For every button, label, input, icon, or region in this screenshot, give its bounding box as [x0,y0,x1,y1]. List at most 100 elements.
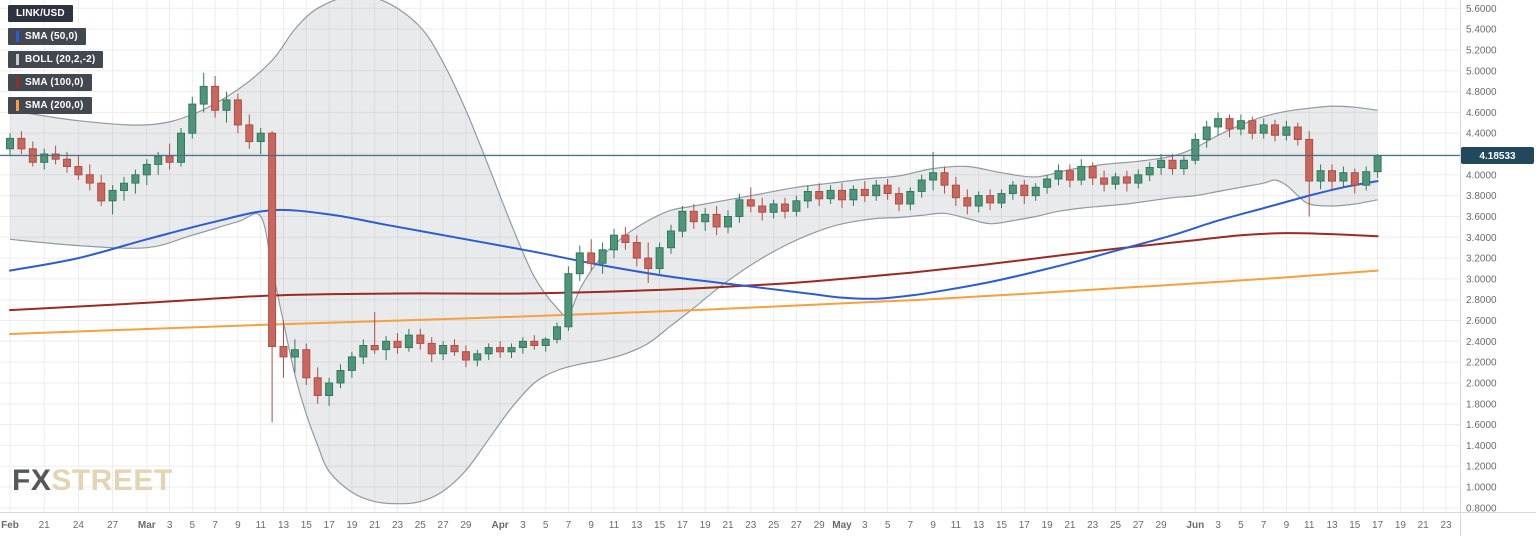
time-tick-label: 27 [107,520,119,531]
indicator-badge-sma200[interactable]: SMA (200,0) [8,97,92,114]
time-tick-label: 27 [1133,520,1145,531]
price-tick-label: 3.0000 [1466,274,1497,285]
price-tick-label: 5.4000 [1466,25,1497,36]
time-tick-label: 13 [278,520,290,531]
time-tick-label: 27 [438,520,450,531]
indicator-label: SMA (100,0) [25,77,84,88]
time-tick-label: Jun [1186,520,1204,531]
time-tick-label: 5 [1238,520,1244,531]
time-tick-label: Apr [491,520,508,531]
time-tick-label: 19 [700,520,712,531]
time-tick-label: 19 [1395,520,1407,531]
time-tick-label: 19 [346,520,358,531]
price-tick-label: 2.6000 [1466,316,1497,327]
price-tick-label: 2.4000 [1466,337,1497,348]
time-tick-label: 17 [324,520,336,531]
time-tick-label: 25 [768,520,780,531]
time-tick-label: 13 [631,520,643,531]
symbol-badge[interactable]: LINK/USD [8,5,73,22]
time-tick-label: 23 [745,520,757,531]
time-tick-label: 5 [543,520,549,531]
price-tick-label: 5.6000 [1466,4,1497,15]
time-tick-label: 5 [190,520,196,531]
last-price-badge: 4.18533 [1461,147,1534,164]
price-tick-label: 3.4000 [1466,233,1497,244]
time-tick-label: 9 [588,520,594,531]
symbol-label: LINK/USD [16,8,65,19]
time-tick-label: 21 [722,520,734,531]
time-tick-label: 27 [791,520,803,531]
indicator-badge-boll[interactable]: BOLL (20,2,-2) [8,51,104,68]
fxstreet-watermark: FXSTREET [12,466,173,496]
time-tick-label: 23 [1440,520,1452,531]
price-tick-label: 4.0000 [1466,170,1497,181]
sma100-color-marker [16,77,19,88]
time-tick-label: 3 [1215,520,1221,531]
indicator-badge-sma100[interactable]: SMA (100,0) [8,74,92,91]
indicator-badge-sma50[interactable]: SMA (50,0) [8,28,86,45]
price-tick-label: 1.0000 [1466,483,1497,494]
plot-area[interactable] [0,0,1460,505]
sma200-color-marker [16,100,19,111]
price-tick-label: 3.8000 [1466,191,1497,202]
time-tick-label: 15 [1349,520,1361,531]
time-tick-label: 13 [973,520,985,531]
time-tick-label: 29 [1156,520,1168,531]
price-tick-label: 0.8000 [1466,503,1497,514]
indicator-label: SMA (200,0) [25,100,84,111]
time-tick-label: 3 [520,520,526,531]
time-tick-label: 11 [951,520,962,531]
time-tick-label: 7 [566,520,572,531]
last-price-value: 4.18533 [1479,151,1516,162]
time-tick-label: 3 [167,520,173,531]
time-tick-label: 17 [1372,520,1384,531]
time-tick-label: 9 [930,520,936,531]
boll-color-marker [16,54,19,65]
time-tick-label: 17 [1019,520,1031,531]
time-tick-label: 29 [814,520,826,531]
price-tick-label: 2.0000 [1466,379,1497,390]
price-tick-label: 5.0000 [1466,66,1497,77]
time-tick-label: 5 [885,520,891,531]
time-tick-label: 21 [39,520,51,531]
price-tick-label: 3.2000 [1466,254,1497,265]
time-tick-label: 24 [73,520,85,531]
time-tick-label: 15 [654,520,666,531]
time-tick-label: 21 [1064,520,1076,531]
time-axis[interactable]: Feb 21 24 27 Mar 3 5 7 9 11 13 15 17 19 21 23 25 27 29 Apr 3… [1,520,1452,531]
time-tick-label: 23 [1087,520,1099,531]
indicator-label: SMA (50,0) [25,31,78,42]
time-tick-label: 19 [1042,520,1054,531]
sma50-color-marker [16,31,19,42]
time-tick-label: 11 [1304,520,1315,531]
price-tick-label: 1.2000 [1466,462,1497,473]
bollinger-lower-line [9,179,1378,505]
price-tick-label: 1.4000 [1466,441,1497,452]
watermark-fx: FX [12,464,52,497]
price-tick-label: 4.8000 [1466,87,1497,98]
time-tick-label: 7 [1261,520,1267,531]
sma200-line [9,269,1379,335]
price-tick-label: 5.2000 [1466,46,1497,57]
time-tick-label: May [832,520,852,531]
time-tick-label: 3 [862,520,868,531]
price-axis[interactable]: 5.6000 5.4000 5.2000 5.0000 4.8000 4.6000 4.40… [1466,4,1497,515]
time-tick-label: 25 [415,520,427,531]
price-tick-label: 1.6000 [1466,420,1497,431]
time-tick-label: 21 [1418,520,1430,531]
time-tick-label: 15 [996,520,1008,531]
sma50-line [9,180,1379,300]
time-tick-label: 11 [609,520,620,531]
price-tick-label: 2.8000 [1466,295,1497,306]
time-tick-label: Feb [1,520,19,531]
indicator-legend: LINK/USD SMA (50,0) BOLL (20,2,-2) SMA (… [8,5,104,114]
time-tick-label: 15 [301,520,313,531]
price-tick-label: 2.2000 [1466,358,1497,369]
time-tick-label: 7 [212,520,218,531]
sma100-line [9,232,1379,312]
watermark-street: STREET [51,464,173,497]
price-tick-label: 3.6000 [1466,212,1497,223]
time-tick-label: 21 [369,520,381,531]
price-tick-label: 4.6000 [1466,108,1497,119]
